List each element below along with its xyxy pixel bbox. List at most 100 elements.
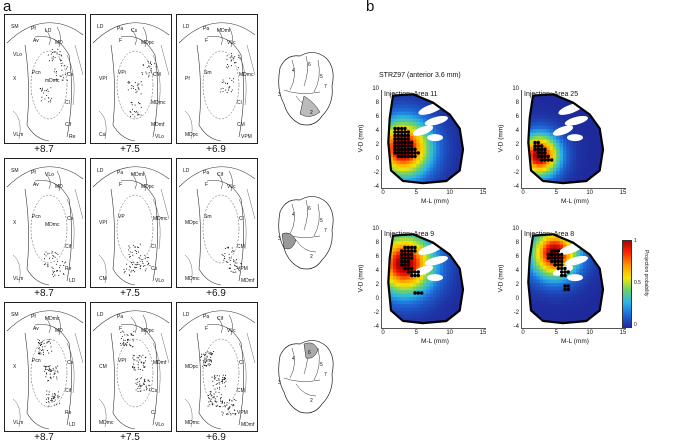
heatmap-cell: [543, 237, 547, 242]
heatmap-cell: [553, 177, 557, 182]
heatmap-cell: [546, 258, 551, 263]
labeled-cell-dot: [403, 259, 407, 264]
heatmap-cell: [389, 261, 394, 266]
heatmap-cell: [533, 160, 537, 165]
heatmap-cell: [396, 275, 401, 280]
heatmap-cell: [579, 268, 584, 273]
heatmap-cell: [543, 125, 547, 130]
labeled-cell-dot: [393, 144, 397, 148]
heatmap-cell: [419, 279, 424, 284]
heatmap-cell: [416, 139, 421, 144]
heatmap-cell: [536, 251, 541, 256]
y-tick-label: 0: [375, 156, 379, 162]
nucleus-label: Re: [65, 410, 72, 416]
heatmap-cell: [416, 261, 421, 266]
heatmap-cell: [446, 275, 451, 280]
heatmap-cell: [553, 289, 557, 294]
heatmap-cell: [419, 121, 424, 126]
heatmap-cell: [596, 160, 601, 165]
heatmap-cell: [579, 282, 584, 287]
heatmap-cell: [429, 114, 434, 119]
heatmap-cell: [593, 149, 597, 154]
heatmap-cell: [596, 135, 601, 140]
heatmap-cell: [556, 289, 561, 294]
heatmap-cell: [563, 275, 567, 280]
x-tick-label: 0: [381, 190, 385, 196]
heatmap-cell: [413, 282, 417, 287]
heatmap-cell: [393, 275, 397, 280]
heatmap-cell: [449, 125, 454, 130]
heatmap-cell: [529, 272, 534, 277]
heatmap-cell: [539, 128, 544, 133]
heatmap-cell: [443, 139, 447, 144]
heatmap-cell: [546, 279, 551, 284]
heatmap-cell: [569, 139, 574, 144]
heatmap-cell: [533, 237, 537, 242]
heatmap-cell: [429, 300, 434, 305]
heatmap-cell: [566, 160, 571, 165]
heatmap-cell: [549, 289, 554, 294]
area-number: 2: [310, 254, 313, 260]
nucleus-label: F: [205, 326, 209, 332]
heatmap-cell: [399, 114, 404, 119]
labeled-cell-dot: [416, 273, 420, 278]
x-tick-label: 10: [446, 190, 453, 196]
nucleus-label: MDpc: [141, 328, 155, 334]
heatmap-cell: [413, 156, 417, 161]
heatmap-cell: [599, 286, 603, 291]
heatmap-cell: [579, 314, 584, 319]
heatmap-cell: [456, 286, 461, 291]
labeled-cell-dot: [410, 147, 414, 152]
heatmap-cell: [406, 234, 411, 238]
nucleus-label: VLo: [155, 422, 164, 428]
heatmap-cell: [553, 296, 557, 301]
heatmap-cell: [419, 100, 424, 105]
heatmap-cell: [556, 240, 561, 245]
labeled-cell-dot: [406, 144, 410, 148]
heatmap-cell: [593, 303, 597, 308]
labeled-cell-dot: [410, 256, 414, 260]
labeled-cell-dot: [563, 273, 567, 278]
heatmap-cell: [429, 254, 434, 259]
heatmap-cell: [596, 153, 601, 158]
labeled-cell-dot: [413, 154, 417, 159]
plot-title: Injection: Area 25: [524, 91, 579, 98]
x-axis-label: M-L (mm): [561, 198, 589, 205]
heatmap-cell: [553, 139, 557, 144]
heatmap-cell: [443, 149, 447, 154]
labeled-cell-dot: [566, 284, 570, 288]
heatmap-cell: [546, 104, 551, 109]
heatmap-cell: [399, 156, 404, 161]
heatmap-cell: [409, 125, 414, 130]
heatmap-cell: [443, 132, 447, 137]
heatmap-cell: [403, 240, 407, 245]
heatmap-cell: [533, 107, 537, 112]
heatmap-cell: [409, 132, 414, 137]
heatmap-cell: [456, 272, 461, 277]
heatmap-cell: [459, 289, 463, 294]
heatmap-cell: [416, 104, 421, 109]
heatmap-cell: [583, 317, 587, 322]
nucleus-label: MDmf: [131, 172, 145, 178]
heatmap-cell: [416, 300, 421, 305]
nucleus-label: Cs: [151, 388, 158, 394]
labeled-cell-dot: [563, 266, 567, 271]
labeled-cell-dot: [553, 249, 557, 253]
heatmap-cell: [433, 314, 437, 319]
heatmap-cell: [576, 146, 581, 151]
heatmap-cell: [399, 174, 404, 179]
heatmap-cell: [456, 163, 461, 168]
heatmap-cell: [566, 177, 571, 182]
heatmap-cell: [546, 310, 551, 315]
labeled-cell-dot: [396, 154, 400, 159]
heatmap-cell: [539, 121, 544, 126]
heatmap-cell: [426, 174, 431, 179]
heatmap-cell: [436, 142, 441, 147]
heatmap-cell: [439, 111, 444, 116]
heatmap-cell: [563, 135, 567, 140]
heatmap-cell: [419, 303, 424, 308]
heatmap-cell: [576, 251, 581, 256]
labeled-cell-dot: [536, 144, 540, 148]
heatmap-cell: [583, 174, 587, 179]
